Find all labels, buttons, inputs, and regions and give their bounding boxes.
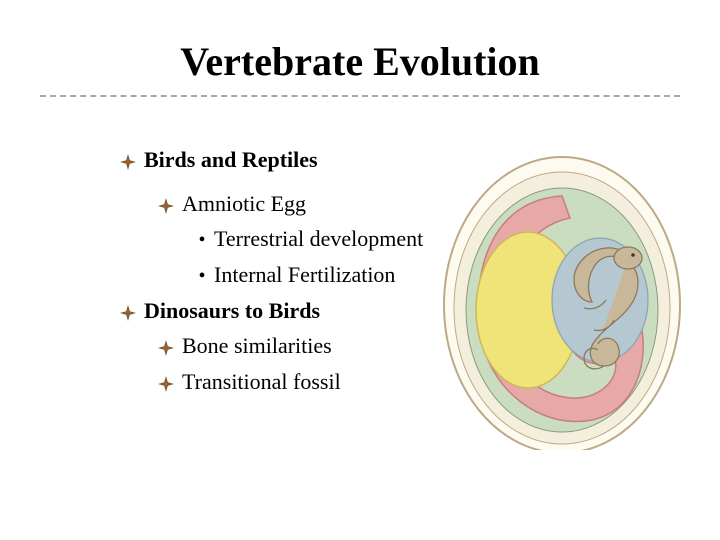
slide: Vertebrate Evolution Birds and Reptiles … [0, 0, 720, 540]
title-divider [40, 95, 680, 97]
dot-bullet-icon: • [194, 265, 210, 288]
bullet-text: Internal Fertilization [214, 260, 395, 290]
bullet-text: Bone similarities [182, 331, 332, 361]
amniotic-egg-figure [432, 150, 692, 450]
star-bullet-icon [158, 198, 174, 214]
bullet-text: Amniotic Egg [182, 189, 306, 219]
bullet-text: Terrestrial development [214, 224, 423, 254]
dot-bullet-icon: • [194, 229, 210, 252]
star-bullet-icon [158, 340, 174, 356]
star-bullet-icon [120, 305, 136, 321]
star-bullet-icon [120, 154, 136, 170]
bullet-text: Dinosaurs to Birds [144, 296, 320, 326]
star-bullet-icon [158, 376, 174, 392]
bullet-text: Birds and Reptiles [144, 145, 318, 175]
page-title: Vertebrate Evolution [40, 38, 680, 85]
bullet-text: Transitional fossil [182, 367, 341, 397]
